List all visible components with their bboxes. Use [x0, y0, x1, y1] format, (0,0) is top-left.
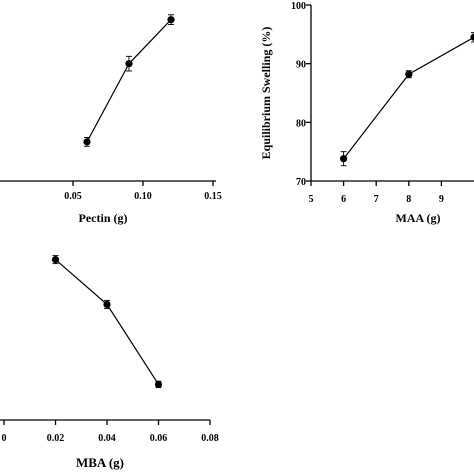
pectin-x-tick-label: 0.10	[134, 191, 152, 202]
maa-x-tick-label: 9	[439, 194, 444, 205]
pectin-x-axis-title: Pectin (g)	[79, 211, 128, 225]
maa-x-tick-label: 6	[341, 194, 346, 205]
mba-x-tick-label: 0	[2, 433, 7, 444]
maa-y-tick-label: 70	[296, 177, 306, 188]
pectin-x-tick-label: 0.15	[204, 191, 222, 202]
pectin-data-point	[167, 16, 175, 24]
mba-data-point	[103, 300, 111, 308]
mba-x-axis-title: MBA (g)	[76, 455, 124, 470]
maa-y-tick-label: 80	[296, 118, 306, 129]
mba-x-tick-label: 0.08	[201, 433, 219, 444]
maa-data-point	[340, 155, 348, 163]
mba-x-tick-label: 0.02	[47, 433, 65, 444]
maa-x-axis-title: MAA (g)	[396, 211, 441, 225]
mba-data-point	[51, 256, 60, 264]
maa-data-point	[470, 33, 474, 41]
maa-x-tick-label: 8	[406, 194, 411, 205]
mba-x-tick-label: 0.06	[150, 433, 168, 444]
pectin-series-line	[86, 19, 172, 143]
maa-y-tick-label: 100	[291, 1, 306, 12]
pectin-data-point	[83, 138, 91, 146]
pectin-x-tick-label: 0.05	[64, 191, 82, 202]
panel-maa: 5 6 7 8 9 70 80 90 100 MAA (g) Equilibrium Swell…	[259, 1, 474, 225]
panel-mba: 0 0.02 0.04 0.06 0.08 MBA (g)	[0, 255, 219, 470]
maa-data-point	[405, 70, 413, 78]
maa-y-axis-title: Equilibrium Swelling (%)	[259, 27, 273, 160]
maa-x-tick-label: 5	[309, 194, 314, 205]
maa-series-line	[343, 36, 474, 160]
pectin-data-point	[125, 60, 133, 68]
mba-series-line	[55, 259, 160, 385]
maa-y-tick-label: 90	[296, 60, 306, 71]
maa-x-tick-label: 7	[374, 194, 379, 205]
mba-x-tick-label: 0.04	[98, 433, 116, 444]
mba-data-point	[154, 380, 163, 388]
panel-pectin: 0.05 0.10 0.15 Pectin (g)	[0, 14, 222, 225]
